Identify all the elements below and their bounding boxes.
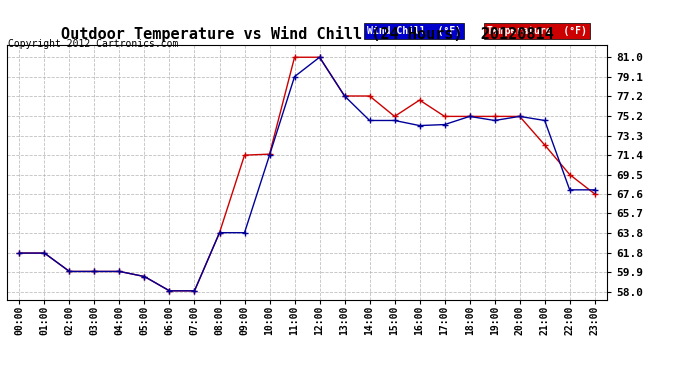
Title: Outdoor Temperature vs Wind Chill (24 Hours)  20120814: Outdoor Temperature vs Wind Chill (24 Ho… xyxy=(61,27,553,42)
Text: Copyright 2012 Cartronics.com: Copyright 2012 Cartronics.com xyxy=(8,39,179,50)
Text: Wind Chill  (°F): Wind Chill (°F) xyxy=(367,26,461,36)
Text: Temperature  (°F): Temperature (°F) xyxy=(487,26,587,36)
